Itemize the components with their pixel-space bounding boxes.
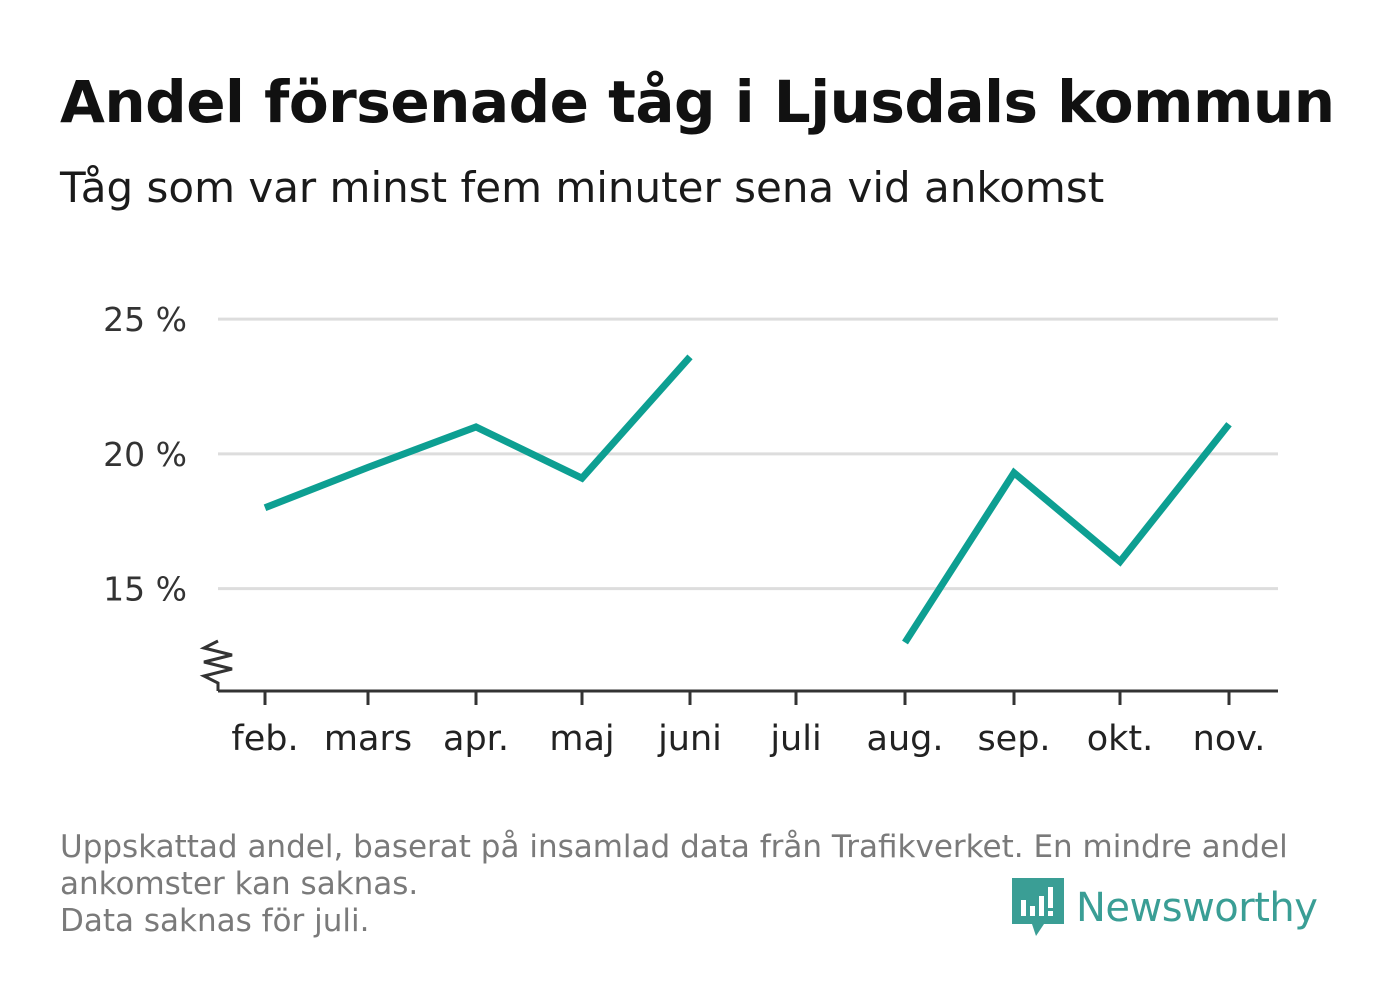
x-axis-labels: feb. mars apr. maj juni juli aug. sep. okt. nov. <box>231 719 1265 759</box>
x-axis <box>199 639 1278 705</box>
x-tick-label: sep. <box>977 719 1050 759</box>
chart-title: Andel försenade tåg i Ljusdals kommun <box>60 68 1335 136</box>
x-tick-label: feb. <box>231 719 298 759</box>
footnote-line: Uppskattad andel, baserat på insamlad da… <box>60 829 1288 865</box>
footnote: Uppskattad andel, baserat på insamlad da… <box>60 829 1320 940</box>
y-tick-label: 20 % <box>103 435 187 474</box>
footnote-line: ankomster kan saknas. <box>60 866 419 902</box>
x-tick-label: juli <box>769 719 821 759</box>
brand-name: Newsworthy <box>1076 885 1318 931</box>
y-axis-ticks: 15 % 20 % 25 % <box>103 300 187 608</box>
x-tick-label: aug. <box>867 719 944 759</box>
x-tick-label: nov. <box>1193 719 1266 759</box>
x-tick-label: maj <box>549 719 614 759</box>
x-tick-label: apr. <box>443 719 509 759</box>
x-tick-label: juni <box>657 719 722 759</box>
newsworthy-logo-icon <box>1012 878 1064 936</box>
gridlines <box>218 317 1278 591</box>
y-tick-label: 25 % <box>103 300 187 339</box>
footnote-line: Data saknas för juli. <box>60 903 370 939</box>
y-tick-label: 15 % <box>103 570 187 609</box>
chart-subtitle: Tåg som var minst fem minuter sena vid a… <box>60 163 1105 212</box>
series-lines <box>263 354 1232 645</box>
x-tick-label: mars <box>324 719 412 759</box>
brand-logo: Newsworthy <box>1012 878 1318 938</box>
axis-break-icon <box>199 639 233 691</box>
x-tick-label: okt. <box>1087 719 1154 759</box>
series-line <box>263 354 693 512</box>
series-line <box>902 422 1232 645</box>
